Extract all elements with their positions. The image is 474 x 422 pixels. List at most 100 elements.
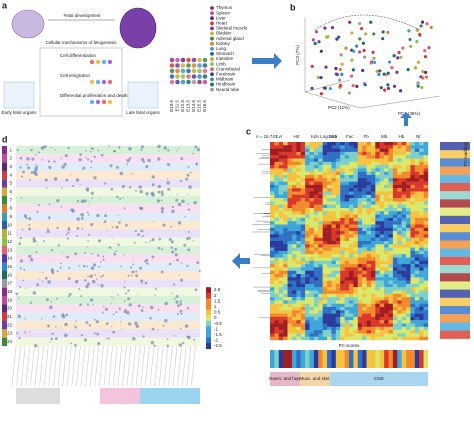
organ: Hindbrain	[216, 82, 236, 87]
heat-cell	[397, 165, 402, 169]
heat-cell	[305, 290, 310, 294]
heat-cell	[392, 155, 398, 159]
heat-cell	[414, 277, 420, 281]
heat-cell	[309, 303, 315, 308]
heat-cell	[366, 234, 372, 238]
heat-cell	[388, 320, 394, 324]
heat-cell	[300, 303, 306, 308]
heat-cell	[384, 316, 389, 321]
heat-cell	[344, 227, 350, 232]
heat-cell	[305, 178, 310, 182]
heat-cell	[335, 204, 341, 209]
heat-cell	[362, 241, 367, 245]
dot	[19, 156, 23, 160]
dot	[64, 322, 68, 327]
heat-cell	[270, 178, 275, 182]
heat-cell	[414, 234, 420, 238]
heat-cell	[309, 310, 315, 314]
heat-cell	[300, 151, 306, 156]
heat-cell	[300, 214, 306, 219]
heat-cell	[370, 165, 376, 169]
heat-cell	[392, 158, 398, 162]
heat-cell	[419, 161, 424, 166]
heat-cell	[300, 145, 306, 149]
heat-cell	[322, 274, 328, 278]
heat-cell	[335, 168, 341, 172]
row-label: 8	[9, 206, 12, 211]
heat-cell	[379, 191, 385, 195]
heat-cell	[283, 247, 288, 252]
heat-cell	[379, 320, 385, 324]
heat-cell	[300, 208, 306, 212]
heat-cell	[349, 241, 354, 245]
col-label: Mb	[381, 134, 388, 139]
heat-cell	[392, 274, 398, 278]
heat-cell	[322, 260, 328, 265]
heat-cell	[423, 287, 429, 291]
colorbar-tick: 0	[214, 315, 217, 320]
heat-cell	[397, 211, 402, 215]
heat-cell	[309, 270, 315, 275]
heat-cell	[375, 326, 380, 331]
heat-cell	[305, 237, 310, 242]
heat-cell	[419, 224, 424, 228]
heat-cell	[340, 178, 345, 182]
heat-cell	[344, 267, 350, 271]
dot	[187, 203, 190, 205]
heat-cell	[283, 175, 288, 179]
dot	[139, 189, 143, 194]
heat-cell	[388, 142, 394, 146]
heat-cell	[344, 313, 350, 318]
score-cell	[379, 350, 385, 368]
heat-cell	[283, 287, 288, 291]
heat-cell	[309, 231, 315, 235]
dot	[168, 262, 172, 266]
heat-cell	[419, 227, 424, 232]
pca-point	[421, 69, 425, 74]
label-tick	[172, 345, 178, 387]
heat-cell	[305, 264, 310, 268]
heat-cell	[410, 168, 416, 172]
heat-cell	[384, 198, 389, 202]
heat-cell	[353, 184, 358, 189]
dot	[96, 213, 100, 218]
heat-cell	[366, 280, 372, 285]
heat-cell	[370, 300, 376, 304]
heat-cell	[349, 181, 354, 186]
heat-cell	[327, 214, 332, 219]
heat-cell	[366, 244, 372, 248]
dot	[55, 297, 58, 300]
label-tick	[103, 345, 109, 387]
heat-cell	[278, 191, 284, 195]
heat-cell	[327, 204, 332, 209]
heat-cell	[313, 307, 319, 311]
heat-cell	[388, 171, 394, 176]
heat-cell	[414, 336, 420, 341]
heat-cell	[362, 158, 367, 162]
heat-cell	[278, 323, 284, 327]
heat-cell	[278, 234, 284, 238]
dot	[184, 324, 189, 328]
heat-cell	[331, 336, 337, 341]
heat-cell	[388, 221, 394, 225]
heat-cell	[384, 148, 389, 153]
heat-cell	[327, 171, 332, 176]
dot	[48, 203, 51, 206]
heat-cell	[300, 323, 306, 327]
row-label: 2	[9, 156, 12, 161]
heat-cell	[366, 293, 372, 298]
heat-cell	[287, 217, 293, 222]
pca-point	[350, 31, 354, 35]
heat-cell	[296, 184, 301, 189]
heat-cell	[313, 217, 319, 222]
heat-cell	[313, 221, 319, 225]
heat-cell	[410, 330, 416, 334]
pca-point	[351, 83, 355, 88]
heat-cell	[331, 175, 337, 179]
heat-cell	[300, 155, 306, 159]
heat-cell	[388, 191, 394, 195]
heat-cell	[335, 310, 341, 314]
dot	[179, 302, 183, 306]
dot	[186, 264, 189, 267]
heat-cell	[362, 274, 367, 278]
